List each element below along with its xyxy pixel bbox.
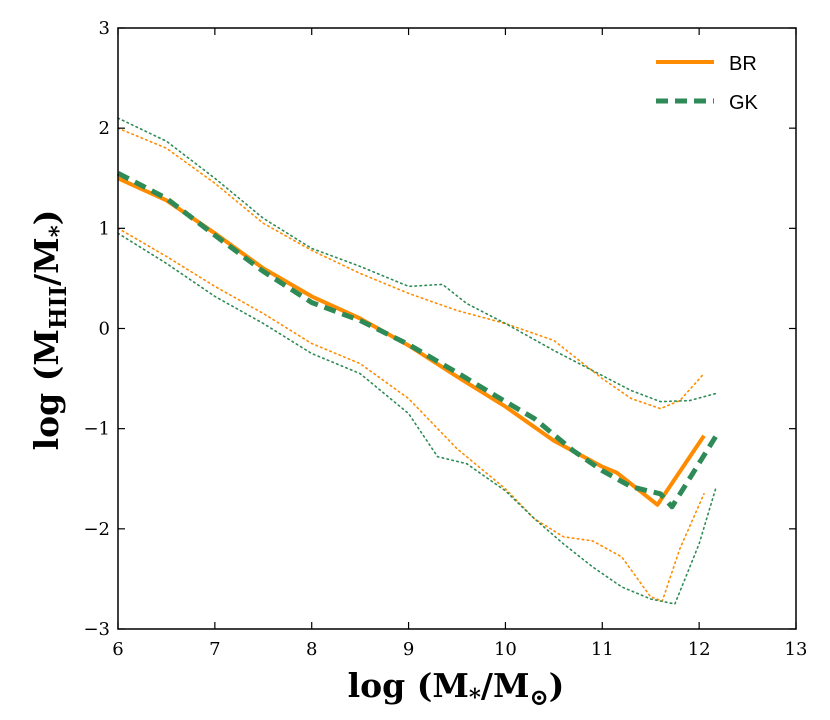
y-tick-label: −3 bbox=[83, 619, 110, 640]
y-tick-label: 2 bbox=[99, 118, 110, 139]
legend-gk-label: GK bbox=[729, 92, 759, 114]
y-tick-label: 0 bbox=[99, 319, 110, 340]
legend-br-label: BR bbox=[729, 53, 757, 75]
x-tick-label: 8 bbox=[306, 639, 317, 660]
y-tick-label: 1 bbox=[99, 218, 110, 239]
series-br-upper-percentile bbox=[117, 127, 705, 410]
x-tick-label: 10 bbox=[494, 639, 517, 660]
y-tick-label: −1 bbox=[83, 419, 110, 440]
plot-frame bbox=[117, 27, 797, 630]
series-gk-median bbox=[116, 170, 718, 510]
series-gk-lower-percentile bbox=[117, 232, 717, 605]
series-layer bbox=[116, 117, 718, 605]
x-tick-label: 13 bbox=[785, 639, 808, 660]
y-tick-label: −2 bbox=[83, 519, 110, 540]
series-br-lower-percentile bbox=[117, 227, 705, 602]
x-axis-label: log (M*/M⊙) bbox=[348, 666, 565, 711]
series-gk-upper-percentile bbox=[117, 117, 717, 403]
x-tick-label: 7 bbox=[209, 639, 220, 660]
x-tick-label: 11 bbox=[591, 639, 614, 660]
legend: BR GK bbox=[656, 53, 759, 114]
y-tick-label: 3 bbox=[99, 18, 110, 39]
x-tick-label: 12 bbox=[688, 639, 711, 660]
plot-background bbox=[118, 28, 796, 629]
y-axis-label: log (MHII/M*) bbox=[27, 210, 72, 451]
x-tick-label: 9 bbox=[403, 639, 414, 660]
x-tick-label: 6 bbox=[112, 639, 123, 660]
